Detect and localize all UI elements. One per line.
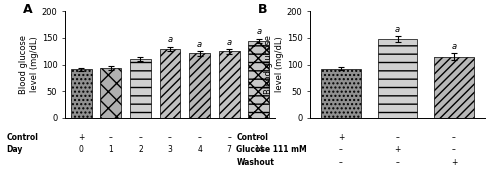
Text: 14: 14 (254, 146, 264, 154)
Text: –: – (168, 133, 172, 142)
Text: +: + (451, 158, 457, 167)
Text: –: – (339, 146, 343, 154)
Y-axis label: Blood glucose
level (mg/dL): Blood glucose level (mg/dL) (264, 35, 284, 94)
Text: a: a (168, 35, 172, 44)
Text: 1: 1 (108, 146, 113, 154)
Text: 7: 7 (226, 146, 232, 154)
Text: –: – (227, 133, 231, 142)
Text: +: + (394, 146, 400, 154)
Text: Glucose 111 mM: Glucose 111 mM (236, 146, 307, 154)
Text: Control: Control (236, 133, 268, 142)
Text: –: – (396, 133, 400, 142)
Bar (322, 69, 361, 118)
Bar (248, 41, 269, 118)
Text: –: – (339, 158, 343, 167)
Text: 0: 0 (79, 146, 84, 154)
Text: +: + (78, 133, 84, 142)
Bar (130, 59, 151, 118)
Text: Day: Day (6, 146, 22, 154)
Text: B: B (258, 3, 267, 16)
Text: a: a (452, 42, 456, 51)
Text: Control: Control (6, 133, 38, 142)
Text: a: a (395, 25, 400, 34)
Bar (71, 69, 92, 118)
Text: a: a (197, 40, 202, 49)
Text: –: – (198, 133, 202, 142)
Bar (160, 49, 180, 118)
Bar (189, 53, 210, 118)
Text: A: A (23, 3, 32, 16)
Text: –: – (452, 133, 456, 142)
Text: 2: 2 (138, 146, 143, 154)
Text: –: – (396, 158, 400, 167)
Text: +: + (338, 133, 344, 142)
Text: a: a (256, 27, 262, 36)
Y-axis label: Blood glucose
level (mg/dL): Blood glucose level (mg/dL) (20, 35, 39, 94)
Text: –: – (138, 133, 142, 142)
Text: 4: 4 (197, 146, 202, 154)
Bar (100, 68, 121, 118)
Text: –: – (109, 133, 113, 142)
Text: –: – (452, 146, 456, 154)
Text: Washout: Washout (236, 158, 275, 167)
Bar (219, 51, 240, 118)
Text: a: a (226, 37, 232, 47)
Text: 3: 3 (168, 146, 172, 154)
Bar (378, 39, 418, 118)
Bar (434, 57, 474, 118)
Text: –: – (257, 133, 260, 142)
